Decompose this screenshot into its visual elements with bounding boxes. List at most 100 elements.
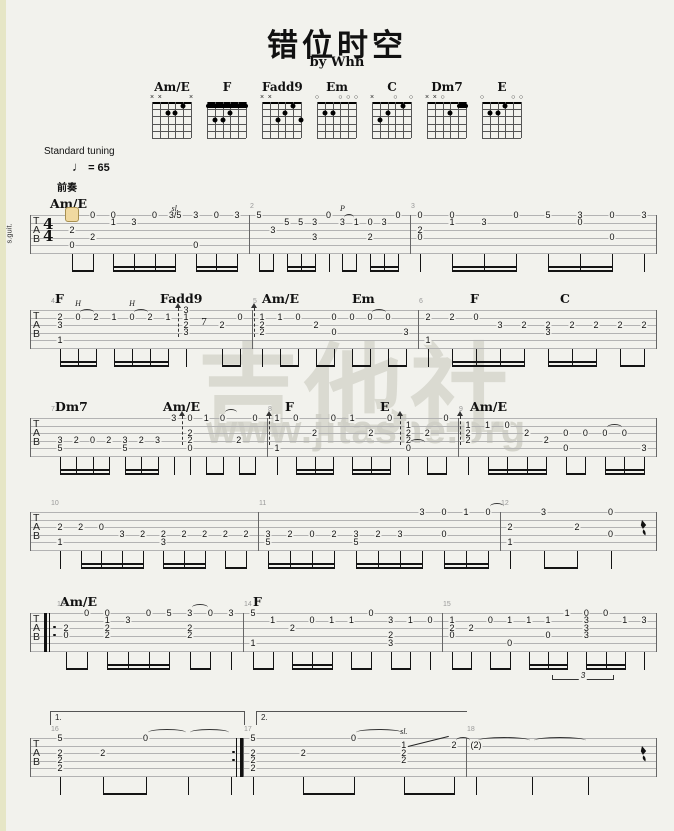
fret-number[interactable]: 2	[286, 529, 294, 539]
fret-number[interactable]: 0	[144, 607, 153, 618]
fret-number[interactable]: 2	[640, 319, 648, 330]
fret-number[interactable]: 1	[276, 312, 284, 322]
fret-number[interactable]: 1	[464, 420, 472, 430]
fret-number[interactable]: 0	[366, 312, 374, 322]
fret-number[interactable]: 3	[352, 529, 360, 539]
fret-number[interactable]: 3	[418, 506, 426, 517]
fret-number[interactable]: 2	[616, 319, 624, 330]
fret-number[interactable]: 0	[562, 427, 570, 438]
fret-number[interactable]: 0	[416, 209, 424, 220]
fret-number[interactable]: 2	[448, 312, 456, 322]
fret-number[interactable]: 5	[56, 442, 64, 453]
fret-number[interactable]: 1	[56, 536, 64, 547]
fret-number[interactable]: 0	[512, 209, 520, 220]
fret-number[interactable]: 3	[124, 615, 132, 625]
fret-number[interactable]: 0	[68, 239, 76, 250]
fret-number[interactable]: 3	[121, 435, 129, 445]
fret-number[interactable]: 2	[523, 427, 531, 438]
fret-number[interactable]: 3	[576, 209, 584, 220]
fret-number[interactable]: 2	[235, 435, 243, 445]
fret-number[interactable]: 3	[186, 607, 194, 618]
fret-number[interactable]: 0	[426, 615, 434, 625]
fret-number[interactable]: 3	[480, 217, 488, 227]
fret-number[interactable]: 3/5	[167, 209, 183, 220]
fret-number[interactable]: 0	[442, 412, 450, 423]
fret-number[interactable]: 0	[606, 506, 615, 517]
fret-number[interactable]: 0	[448, 209, 456, 220]
fret-number[interactable]: 0	[330, 312, 338, 322]
fret-number[interactable]: 2	[62, 622, 70, 633]
fret-number[interactable]: 2	[448, 622, 456, 633]
fret-number[interactable]: 0	[308, 615, 316, 625]
fret-number[interactable]: 0	[329, 412, 337, 423]
fret-number[interactable]: 1	[621, 615, 629, 625]
fret-number[interactable]: 1	[103, 615, 111, 625]
fret-number[interactable]: 0	[448, 630, 456, 640]
fret-number[interactable]: 2	[400, 747, 408, 758]
fret-number[interactable]: 0	[416, 232, 424, 242]
fret-number[interactable]: 2	[242, 529, 250, 539]
fret-number[interactable]: 1	[448, 615, 456, 625]
fret-number[interactable]: 0	[212, 209, 220, 220]
fret-number[interactable]: 2	[56, 312, 64, 322]
fret-number[interactable]: 0	[606, 529, 615, 539]
fret-number[interactable]: 5	[56, 732, 64, 743]
fret-number[interactable]: 0	[308, 529, 316, 539]
fret-number[interactable]: 0	[620, 427, 628, 438]
fret-number[interactable]: 3	[233, 209, 241, 220]
fret-number[interactable]: 1	[462, 506, 470, 517]
fret-number[interactable]: 1	[164, 312, 172, 322]
fret-number[interactable]: 2	[312, 319, 320, 330]
fret-number[interactable]: 2	[186, 622, 194, 633]
fret-number[interactable]: 5	[352, 536, 360, 547]
fret-number[interactable]: 3	[640, 615, 648, 625]
fret-number[interactable]: 1	[109, 217, 117, 227]
fret-number[interactable]: 1	[328, 615, 336, 625]
fret-number[interactable]: 0	[186, 442, 194, 453]
fret-number[interactable]: 2	[180, 529, 188, 539]
fret-number[interactable]: 3	[159, 536, 167, 547]
fret-number[interactable]: 0	[486, 615, 494, 625]
fret-number[interactable]: 0	[394, 209, 402, 220]
fret-number[interactable]: 1	[269, 615, 277, 625]
fret-number[interactable]: 0	[404, 442, 412, 453]
fret-number[interactable]: 3	[56, 435, 64, 445]
fret-number[interactable]: 2	[103, 622, 111, 633]
fret-number[interactable]: 2	[573, 521, 581, 532]
fret-number[interactable]: 1	[448, 217, 456, 227]
fret-number[interactable]: 3	[192, 209, 200, 220]
fret-number[interactable]: 1	[525, 615, 533, 625]
fret-number[interactable]: 3	[380, 217, 388, 227]
fret-number[interactable]: 0	[582, 607, 590, 618]
fret-number[interactable]: 2	[221, 529, 229, 539]
playback-cursor[interactable]	[65, 207, 79, 222]
fret-number[interactable]: 3	[539, 506, 548, 517]
fret-number[interactable]: 3	[227, 607, 235, 618]
fret-number[interactable]: 0	[576, 217, 584, 227]
fret-number[interactable]: 1	[563, 607, 571, 618]
fret-number[interactable]: 3	[402, 327, 410, 337]
fret-number[interactable]: 0	[384, 312, 392, 322]
fret-number[interactable]: 1	[400, 740, 408, 750]
fret-number[interactable]: 1	[347, 615, 355, 625]
fret-number[interactable]: 0	[83, 607, 91, 618]
fret-number[interactable]: 3	[130, 217, 138, 227]
fret-number[interactable]: 2	[103, 630, 111, 640]
fret-number[interactable]: 0	[440, 506, 448, 517]
fret-number[interactable]: 3	[582, 622, 590, 633]
fret-number[interactable]: 2	[99, 747, 107, 758]
fret-number[interactable]: 2	[464, 435, 472, 445]
fret-number[interactable]: 5	[544, 209, 552, 220]
fret-number[interactable]: 0	[186, 412, 194, 423]
fret-number[interactable]: 2	[249, 755, 257, 765]
fret-number[interactable]: 3	[396, 529, 404, 539]
fret-number[interactable]: 0	[62, 630, 70, 640]
fret-number[interactable]: 0	[206, 607, 214, 618]
fret-number[interactable]: 2	[249, 762, 257, 773]
fret-number[interactable]: 2	[404, 435, 412, 445]
fret-number[interactable]: 3	[264, 529, 272, 539]
fret-number[interactable]: 1	[182, 312, 190, 322]
fret-number[interactable]: 3	[582, 615, 590, 625]
fret-number[interactable]: 0	[192, 239, 200, 250]
fret-number[interactable]: 2	[56, 762, 64, 773]
